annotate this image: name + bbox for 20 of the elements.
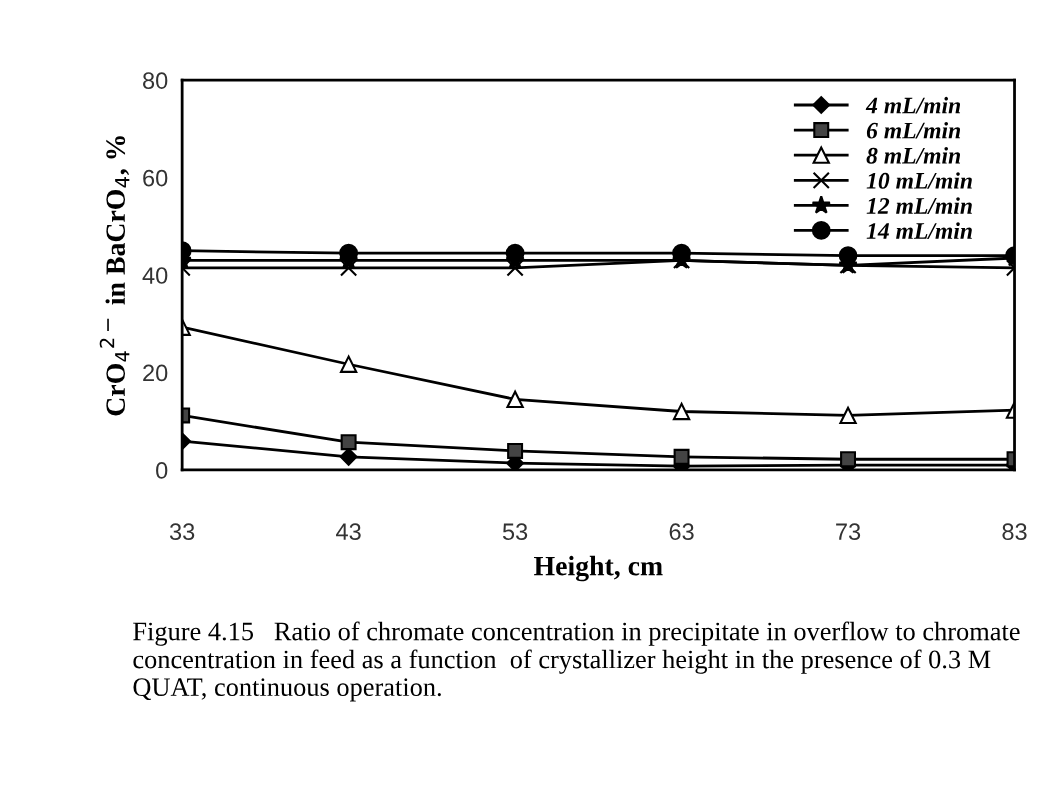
x-tick-label: 33 [169,523,195,541]
x-tick-label: 43 [336,523,361,541]
y-tick-label: 80 [143,72,168,89]
legend-label: 8 mL/min [866,147,961,164]
legend-label: 10 mL/min [866,172,972,189]
caption: Figure 4.15 Ratio of chromate concentration in precipitate in overflow to chromate concentration in feed as a function of crystallizer height in the presence of 0.3 M QUAT, continuous operation. [133,621,1020,702]
x-axis-title: Height, cm [534,555,663,582]
y-tick-label: 40 [142,267,168,284]
x-tick-label: 53 [502,523,528,541]
x-tick-label: 63 [669,523,694,541]
legend-label: 4 mL/min [865,96,961,114]
legend-label: 14 mL/min [866,222,972,239]
x-tick-label: 83 [1002,523,1027,541]
x-tick-label: 73 [836,523,861,541]
y-tick-label: 60 [143,169,168,187]
legend-label: 6 mL/min [866,121,961,139]
y-tick-label: 0 [156,462,168,479]
y-tick-label: 20 [143,364,168,382]
y-axis-title: CrO$_{4}$$^{2−}$ in BaCrO$_{4}$, % [99,136,130,416]
legend-label: 12 mL/min [866,197,972,214]
